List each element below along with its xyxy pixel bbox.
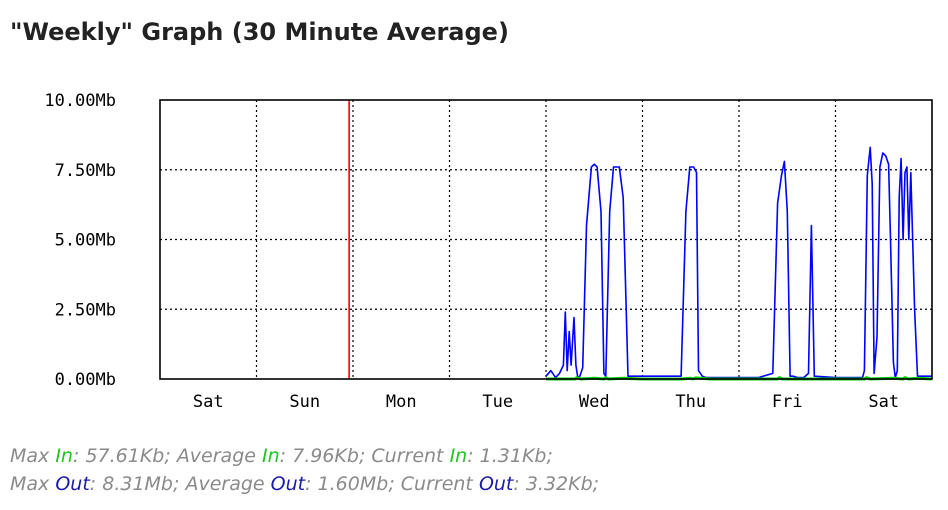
max-label: Max xyxy=(10,445,50,467)
average-label: Average xyxy=(176,445,256,467)
current-label: Current xyxy=(400,473,473,495)
in-word: In xyxy=(262,445,280,467)
current-out-value: 3.32Kb xyxy=(525,473,593,495)
traffic-stats: Max In: 57.61Kb; Average In: 7.96Kb; Cur… xyxy=(10,442,599,498)
x-tick-label: Thu xyxy=(675,392,706,412)
terminator: ; xyxy=(173,473,180,495)
frame-layer xyxy=(159,99,933,380)
separator: : xyxy=(467,445,480,467)
terminator: ; xyxy=(388,473,395,495)
out-word: Out xyxy=(270,473,306,495)
average-in-value: 7.96Kb xyxy=(292,445,359,467)
weekly-traffic-graph: 0.00Mb 2.50Mb 5.00Mb 7.50Mb 10.00Mb Sat Sun Mon… xyxy=(44,91,933,412)
separator: : xyxy=(72,445,86,467)
plot-frame xyxy=(159,99,933,380)
y-tick-label: 5.00Mb xyxy=(55,231,116,251)
average-label: Average xyxy=(185,473,265,495)
y-tick-label: 7.50Mb xyxy=(55,161,116,181)
max-in-value: 57.61Kb xyxy=(85,445,165,467)
in-word: In xyxy=(55,445,73,467)
separator: : xyxy=(279,445,293,467)
separator: : xyxy=(89,473,103,495)
tick-labels: 0.00Mb 2.50Mb 5.00Mb 7.50Mb 10.00Mb Sat Sun Mon… xyxy=(44,91,899,412)
terminator: ; xyxy=(592,473,600,495)
current-in-value: 1.31Kb xyxy=(479,445,547,467)
y-tick-label: 0.00Mb xyxy=(55,370,116,390)
separator: : xyxy=(513,473,526,495)
x-tick-label: Mon xyxy=(386,392,417,412)
x-tick-label: Sun xyxy=(289,392,320,412)
average-out-value: 1.60Mb xyxy=(317,473,389,495)
current-label: Current xyxy=(371,445,444,467)
series-layer xyxy=(545,146,933,381)
y-tick-label: 2.50Mb xyxy=(55,300,116,320)
x-tick-label: Sat xyxy=(193,392,224,412)
separator: : xyxy=(305,473,318,495)
terminator: ; xyxy=(164,445,171,467)
max-label: Max xyxy=(10,473,50,495)
out-word: Out xyxy=(55,473,90,495)
terminator: ; xyxy=(358,445,366,467)
stats-line-in: Max In: 57.61Kb; Average In: 7.96Kb; Cur… xyxy=(10,442,599,470)
series-line-out xyxy=(545,146,932,379)
terminator: ; xyxy=(546,445,553,467)
stats-line-out: Max Out: 8.31Mb; Average Out: 1.60Mb; Cu… xyxy=(10,470,599,498)
out-word: Out xyxy=(478,473,514,495)
page-title: "Weekly" Graph (30 Minute Average) xyxy=(10,18,509,46)
grid-layer xyxy=(160,100,932,379)
max-out-value: 8.31Mb xyxy=(102,473,173,495)
x-tick-label: Fri xyxy=(772,392,803,412)
x-tick-label: Tue xyxy=(482,392,513,412)
x-tick-label: Sat xyxy=(868,392,899,412)
in-word: In xyxy=(449,445,468,467)
x-tick-label: Wed xyxy=(579,392,610,412)
y-tick-label: 10.00Mb xyxy=(44,91,116,111)
